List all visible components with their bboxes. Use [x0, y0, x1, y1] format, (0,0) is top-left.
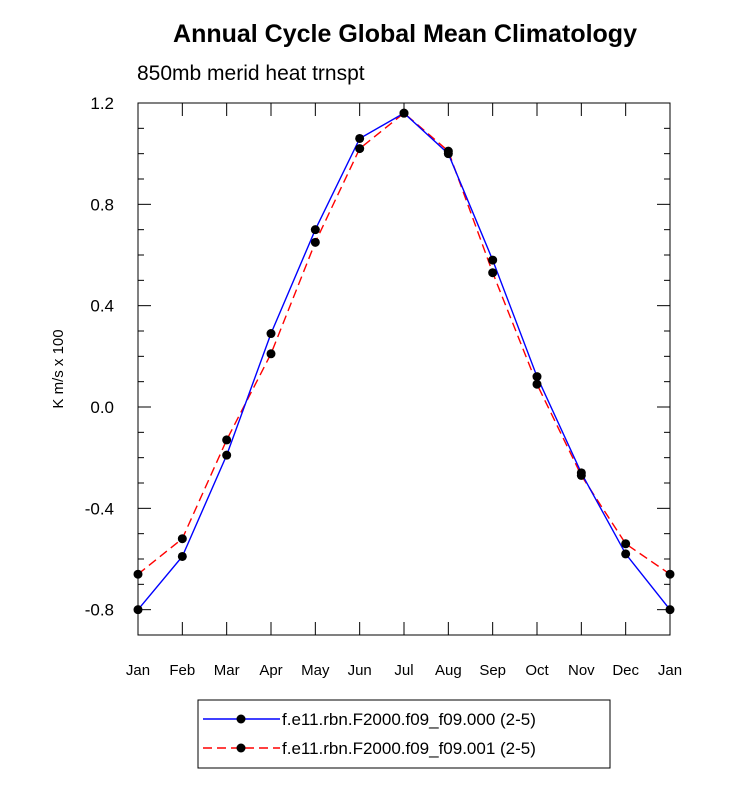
x-tick-label: Jun — [348, 662, 372, 679]
x-tick-label: Jul — [394, 662, 413, 679]
x-tick-labels: Jan Feb Mar Apr May Jun Jul Aug Sep Oct Nov Dec Jan — [126, 662, 682, 679]
legend: f.e11.rbn.F2000.f09_f09.000 (2-5) f.e11.r… — [203, 710, 536, 758]
chart-subtitle: 850mb merid heat trnspt — [137, 62, 365, 85]
legend-label-1: f.e11.rbn.F2000.f09_f09.001 (2-5) — [282, 739, 536, 758]
x-tick-label: May — [301, 662, 330, 679]
data-point-s0 — [532, 372, 542, 382]
y-tick-label: 0.0 — [90, 398, 114, 417]
plot-frame — [137, 102, 671, 636]
data-point-s1 — [532, 379, 542, 389]
legend-label-0: f.e11.rbn.F2000.f09_f09.000 (2-5) — [282, 710, 536, 729]
data-point-s0 — [310, 225, 320, 235]
data-point-s1 — [133, 569, 143, 579]
y-tick-labels: -0.8 -0.4 0.0 0.4 0.8 1.2 — [85, 94, 114, 620]
data-point-s0 — [488, 255, 498, 265]
y-tick-label: 0.4 — [90, 297, 114, 316]
y-tick-label: 0.8 — [90, 195, 114, 214]
x-tick-label: Sep — [479, 662, 506, 679]
data-point-s0 — [665, 605, 675, 615]
y-tick-label: 1.2 — [90, 94, 114, 113]
x-tick-label: Oct — [525, 662, 549, 679]
x-tick-label: Jan — [126, 662, 150, 679]
x-tick-label: Apr — [259, 662, 282, 679]
x-tick-label: Aug — [435, 662, 462, 679]
series-group — [133, 108, 675, 615]
data-point-s1 — [310, 237, 320, 247]
y-tick-label: -0.4 — [85, 499, 114, 518]
y-tick-label: -0.8 — [85, 601, 114, 620]
data-point-s1 — [576, 470, 586, 480]
data-point-s1 — [443, 146, 453, 156]
series-line-0 — [137, 112, 671, 611]
data-point-s1 — [266, 349, 276, 359]
series-line-1 — [137, 112, 671, 575]
data-point-s1 — [621, 539, 631, 549]
x-tick-label: Feb — [169, 662, 195, 679]
data-point-s0 — [266, 329, 276, 339]
axis-ticks — [137, 102, 671, 636]
x-tick-label: Nov — [568, 662, 595, 679]
x-tick-label: Jan — [658, 662, 682, 679]
data-point-s1 — [355, 144, 365, 154]
y-axis-label: K m/s x 100 — [50, 329, 67, 408]
data-point-s1 — [177, 534, 187, 544]
data-point-s0 — [355, 133, 365, 143]
data-point-s1 — [399, 108, 409, 118]
data-point-s1 — [222, 435, 232, 445]
x-tick-label: Mar — [214, 662, 240, 679]
data-point-s0 — [133, 605, 143, 615]
data-point-s0 — [222, 450, 232, 460]
data-point-s0 — [621, 549, 631, 559]
chart-title: Annual Cycle Global Mean Climatology — [173, 20, 637, 48]
data-point-s0 — [177, 551, 187, 561]
data-point-s1 — [488, 268, 498, 278]
legend-box — [197, 699, 611, 769]
legend-marker-0 — [236, 714, 246, 724]
legend-marker-1 — [236, 743, 246, 753]
data-point-s1 — [665, 569, 675, 579]
x-tick-label: Dec — [612, 662, 639, 679]
